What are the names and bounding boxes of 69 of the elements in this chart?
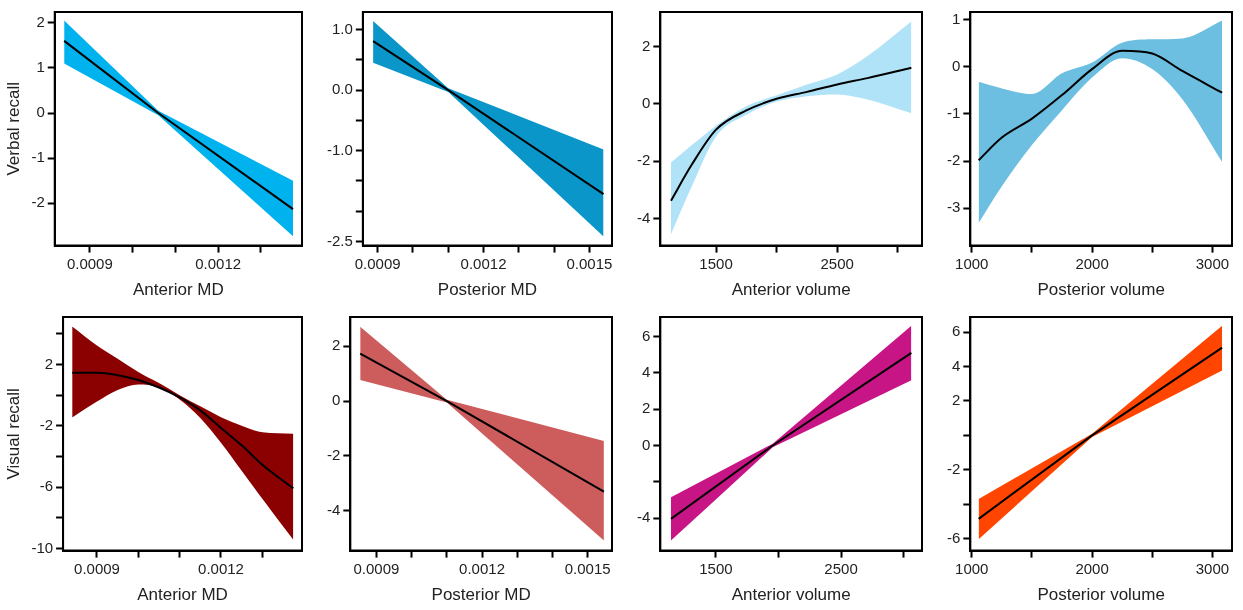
y-tick-label: 6 [641, 326, 651, 344]
x-tick-label: 3000 [1195, 559, 1230, 577]
y-tick-label: -2 [946, 459, 961, 477]
y-tick-label: -1 [31, 148, 45, 166]
x-axis-title: Posterior MD [437, 280, 538, 300]
y-tick-label: -6 [946, 528, 961, 546]
x-tick-label: 0.0009 [66, 254, 113, 272]
y-tick-label: 0 [331, 391, 341, 409]
line-series [71, 371, 295, 490]
y-tick-label: -4 [326, 500, 341, 518]
y-tick-label: -10 [31, 538, 54, 556]
x-tick-label: 2000 [1075, 254, 1109, 272]
y-tick-label: -1 [946, 104, 961, 122]
x-axis-title: Anterior volume [731, 585, 851, 605]
y-axis-title: Visual recall [3, 388, 23, 480]
y-tick-label: 4 [641, 363, 651, 381]
x-tick-label: 3000 [1195, 254, 1230, 272]
x-axis-title: Anterior volume [731, 280, 851, 300]
y-tick-label: 0 [641, 435, 651, 453]
y-tick-label: 0 [641, 94, 651, 112]
x-axis-title: Anterior MD [133, 280, 224, 300]
x-tick-label: 2500 [820, 254, 854, 272]
y-axis-title: Verbal recall [3, 82, 23, 176]
x-tick-label: 0.0015 [564, 559, 611, 577]
x-tick-label: 0.0009 [354, 254, 401, 272]
x-tick-label: 0.0015 [566, 254, 613, 272]
y-tick-label: 2 [951, 391, 961, 409]
y-tick-label: 6 [951, 322, 961, 340]
y-tick-label: 2 [641, 399, 651, 417]
y-tick-label: 0 [36, 103, 45, 121]
y-tick-label: 1 [36, 58, 45, 76]
y-tick-label: 1 [951, 9, 961, 27]
y-tick-label: -1.0 [326, 140, 353, 158]
line-series [977, 49, 1224, 162]
y-tick-label: -2 [326, 445, 341, 463]
y-tick-label: -3 [946, 198, 961, 216]
x-axis-title: Posterior MD [431, 585, 531, 605]
x-tick-label: 1500 [699, 559, 733, 577]
y-tick-label: -2 [39, 415, 54, 433]
y-tick-label: -2 [636, 151, 651, 169]
x-tick-label: 0.0012 [195, 254, 242, 272]
x-tick-label: 0.0009 [74, 559, 120, 577]
x-tick-label: 1500 [699, 254, 733, 272]
x-tick-label: 1000 [955, 559, 989, 577]
x-tick-label: 2000 [1075, 559, 1109, 577]
y-tick-label: 2 [331, 336, 341, 354]
y-tick-label: -2 [31, 193, 45, 211]
x-tick-label: 0.0012 [460, 254, 507, 272]
x-tick-label: 0.0012 [459, 559, 505, 577]
y-tick-label: 4 [951, 356, 961, 374]
y-tick-label: 2 [44, 354, 54, 372]
y-tick-label: 2 [641, 36, 651, 54]
y-tick-label: -2 [946, 151, 961, 169]
x-tick-label: 0.0012 [198, 559, 244, 577]
y-tick-label: 2 [36, 12, 45, 30]
y-tick-label: -2.5 [326, 231, 353, 249]
y-tick-label: 0 [951, 56, 961, 74]
y-tick-label: 0.0 [331, 80, 353, 98]
y-tick-label: -4 [636, 508, 651, 526]
line-series [670, 66, 913, 202]
x-axis-title: Anterior MD [137, 585, 228, 605]
x-tick-label: 1000 [955, 254, 989, 272]
y-tick-label: -4 [636, 208, 651, 226]
x-axis-title: Posterior volume [1037, 280, 1165, 300]
y-tick-label: 1.0 [331, 19, 353, 37]
x-tick-label: 2500 [824, 559, 858, 577]
x-axis-title: Posterior volume [1037, 585, 1165, 605]
y-tick-label: -6 [39, 477, 54, 495]
x-tick-label: 0.0009 [353, 559, 400, 577]
